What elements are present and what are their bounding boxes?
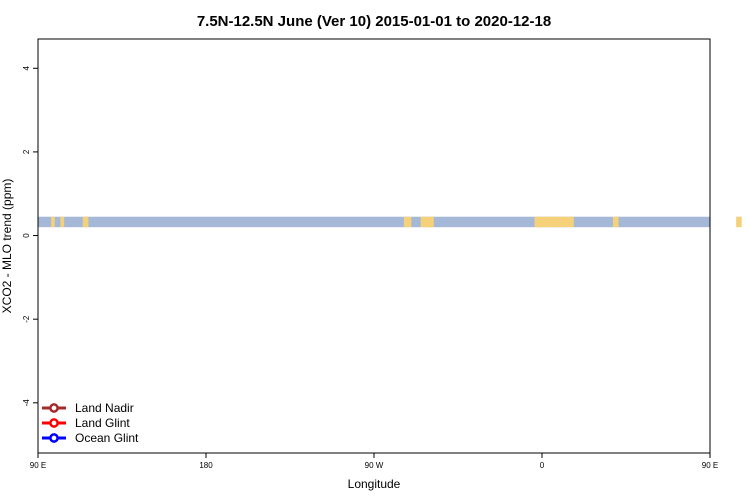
- y-tick-label: -2: [22, 315, 31, 323]
- land-band-segment: [60, 216, 65, 228]
- land-band-segment: [736, 216, 742, 228]
- legend-swatch-marker: [49, 403, 59, 413]
- y-tick-label: -4: [22, 399, 31, 407]
- y-tick-label: 2: [22, 149, 31, 154]
- y-axis: -4 -2 0 2 4: [22, 65, 38, 406]
- legend-item: Ocean Glint: [42, 431, 139, 445]
- legend-label: Land Nadir: [75, 401, 134, 415]
- legend-item: Land Nadir: [42, 401, 134, 415]
- x-tick-label: 0: [540, 461, 545, 470]
- land-band-segment: [51, 216, 55, 228]
- x-axis-label: Longitude: [348, 477, 401, 491]
- land-ocean-band: [38, 216, 742, 228]
- ocean-band: [38, 216, 710, 228]
- chart-title: 7.5N-12.5N June (Ver 10) 2015-01-01 to 2…: [197, 13, 551, 30]
- land-band-segment: [420, 216, 434, 228]
- legend-swatch-marker: [49, 433, 59, 443]
- land-band-segment: [82, 216, 89, 228]
- land-band-segment: [534, 216, 574, 228]
- legend-label: Ocean Glint: [75, 431, 139, 445]
- y-axis-label: XCO2 - MLO trend (ppm): [0, 179, 14, 314]
- y-tick-label: 4: [22, 65, 31, 70]
- x-axis: 90 E 180 90 W 0 90 E: [30, 453, 718, 470]
- x-tick-label: 90 W: [365, 461, 384, 470]
- legend-item: Land Glint: [42, 416, 130, 430]
- x-tick-label: 90 E: [30, 461, 46, 470]
- land-band-segment: [612, 216, 619, 228]
- x-tick-label: 90 E: [702, 461, 718, 470]
- legend-label: Land Glint: [75, 416, 130, 430]
- plot-frame: [37, 38, 711, 454]
- legend-swatch-marker: [49, 418, 59, 428]
- x-tick-label: 180: [199, 461, 213, 470]
- y-tick-label: 0: [22, 233, 31, 238]
- land-band-segment: [403, 216, 412, 228]
